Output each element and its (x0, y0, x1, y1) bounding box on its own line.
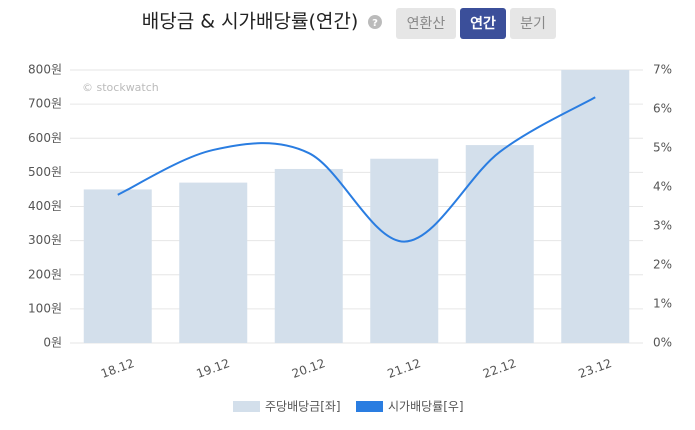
y-tick-label: 800원 (28, 63, 62, 77)
button[interactable] (396, 8, 456, 39)
button-label: 분기 (520, 16, 546, 32)
bar (83, 189, 152, 343)
y2-tick-label: 4% (653, 180, 672, 194)
x-tick-label: 20.12 (290, 356, 327, 381)
y-tick-label: 0원 (43, 336, 62, 350)
x-tick-label: 21.12 (386, 356, 423, 381)
y2-tick-label: 0% (653, 336, 672, 350)
y2-tick-label: 3% (653, 219, 672, 233)
y-tick-label: 600원 (28, 131, 62, 145)
y-tick-label: 500원 (28, 165, 62, 179)
button-label: 연간 (470, 15, 496, 32)
legend-swatch (356, 401, 383, 412)
bar (370, 158, 439, 343)
y-tick-label: 400원 (28, 199, 62, 213)
bar (274, 168, 343, 343)
y-tick-label: 300원 (28, 233, 62, 247)
button[interactable] (510, 8, 556, 39)
bar (465, 145, 534, 343)
line (117, 96, 596, 243)
watermark: © stockwatch (82, 81, 159, 94)
y2-tick-label: 2% (653, 258, 672, 272)
y-tick-label: 100원 (28, 301, 62, 315)
y-tick-label: 700원 (28, 97, 62, 111)
bar (561, 70, 630, 343)
x-tick-label: 19.12 (195, 356, 232, 381)
help-icon[interactable] (368, 15, 382, 29)
y2-tick-label: 7% (653, 63, 672, 77)
y2-tick-label: 5% (653, 141, 672, 155)
legend-label: 주당배당금[좌] (265, 400, 341, 414)
help-text: ? (372, 18, 378, 29)
title: 배당금 & 시가배당률(연간) (142, 11, 359, 33)
x-tick-label: 18.12 (99, 356, 136, 381)
x-tick-label: 22.12 (481, 356, 518, 381)
legend-label: 시가배당률[우] (388, 400, 464, 414)
y-tick-label: 200원 (28, 267, 62, 281)
y2-tick-label: 6% (653, 102, 672, 116)
legend-swatch (233, 401, 260, 412)
x-tick-label: 23.12 (577, 356, 614, 381)
button-active[interactable] (460, 8, 506, 39)
button-label: 연환산 (407, 16, 446, 32)
y2-tick-label: 1% (653, 297, 672, 311)
bar (179, 182, 248, 343)
